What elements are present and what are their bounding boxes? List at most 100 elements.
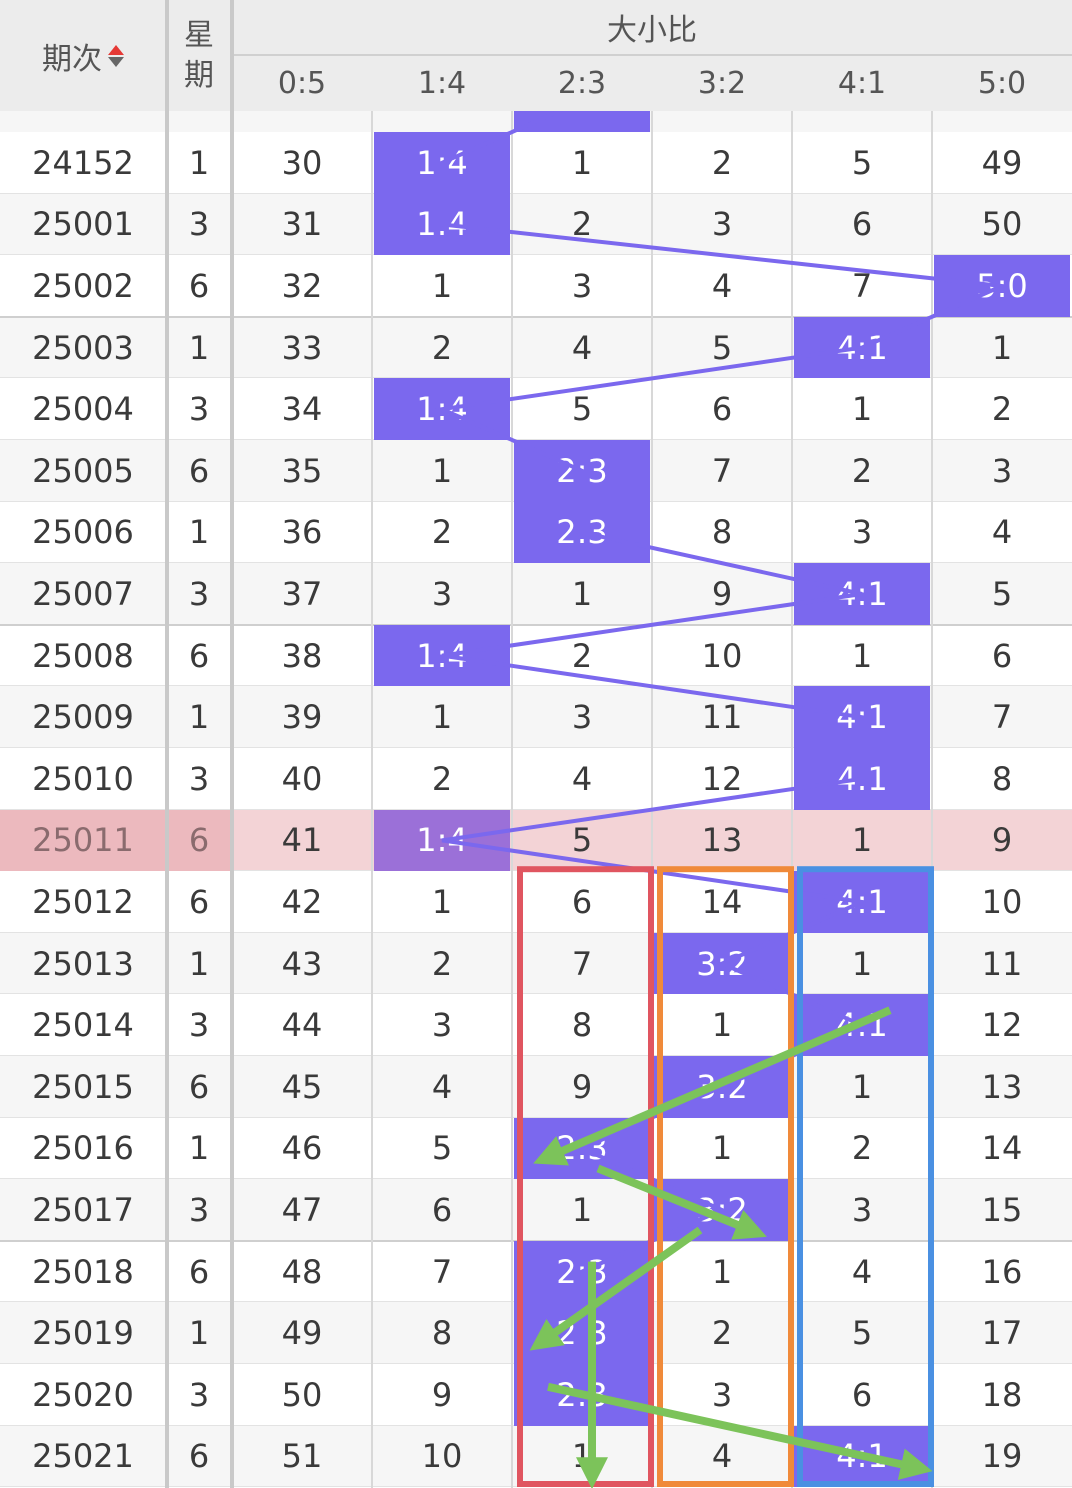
group-header: 大小比: [232, 0, 1072, 56]
sort-icon[interactable]: [108, 44, 124, 67]
section-divider: [230, 0, 234, 1488]
value-cell: 9: [431, 1375, 453, 1414]
hit-cell: 4:1: [794, 748, 930, 810]
value-cell: 3: [711, 205, 733, 244]
hit-cell: 2:3: [514, 501, 650, 564]
value-cell: 4: [431, 1067, 453, 1106]
weekday-cell: 3: [188, 1375, 210, 1414]
value-cell: 14: [981, 1129, 1023, 1168]
value-cell: 7: [431, 1252, 453, 1291]
value-cell: 6: [991, 636, 1013, 675]
weekday-header-line1: 星: [184, 17, 214, 53]
hit-cell: 2:3: [514, 1364, 650, 1426]
value-cell: 10: [421, 1437, 463, 1476]
group-header-label: 大小比: [607, 13, 697, 48]
col-header-1: 1:4: [372, 56, 512, 111]
value-cell: 13: [981, 1067, 1023, 1106]
hit-cell: 2:3: [514, 1302, 650, 1364]
value-cell: 2: [851, 1129, 873, 1168]
value-cell: 3: [431, 1006, 453, 1045]
col-header-label: 1:4: [417, 66, 467, 101]
value-cell: 3: [571, 266, 593, 305]
value-cell: 49: [981, 143, 1023, 182]
value-cell: 44: [281, 1006, 323, 1045]
period-cell: 25018: [32, 1252, 134, 1291]
weekday-cell: 6: [188, 266, 210, 305]
section-divider: [165, 0, 169, 1488]
value-cell: 4: [851, 1252, 873, 1291]
weekday-cell: 6: [188, 636, 210, 675]
weekday-header: 星 期: [166, 0, 232, 111]
value-cell: 1: [991, 328, 1013, 367]
value-cell: 31: [281, 205, 323, 244]
weekday-cell: 3: [188, 390, 210, 429]
value-cell: 8: [711, 513, 733, 552]
weekday-cell: 1: [188, 513, 210, 552]
weekday-cell: 6: [166, 809, 232, 872]
hit-cell: 1:4: [374, 809, 510, 872]
value-cell: 2: [991, 390, 1013, 429]
value-cell: 6: [851, 1375, 873, 1414]
hit-cell: 4:1: [794, 1425, 930, 1488]
value-cell: 4: [571, 759, 593, 798]
value-cell: 2: [571, 205, 593, 244]
value-cell: 35: [281, 451, 323, 490]
weekday-cell: 1: [188, 1314, 210, 1353]
value-cell: 42: [281, 882, 323, 921]
value-cell: 1: [431, 451, 453, 490]
value-cell: 5: [711, 328, 733, 367]
hit-cell: 3:2: [654, 1056, 790, 1118]
value-cell: 47: [281, 1190, 323, 1229]
value-cell: 36: [281, 513, 323, 552]
value-cell: 10: [981, 882, 1023, 921]
value-cell: 6: [431, 1190, 453, 1229]
value-cell: 5: [991, 574, 1013, 613]
col-header-label: 5:0: [977, 66, 1027, 101]
value-cell: 1: [431, 698, 453, 737]
period-cell: 25014: [32, 1006, 134, 1045]
value-cell: 9: [571, 1067, 593, 1106]
value-cell: 3: [851, 513, 873, 552]
value-cell: 5: [431, 1129, 453, 1168]
value-cell: 7: [991, 698, 1013, 737]
value-cell: 16: [981, 1252, 1023, 1291]
period-cell: 25002: [32, 266, 134, 305]
value-cell: 6: [571, 882, 593, 921]
value-cell: 46: [281, 1129, 323, 1168]
weekday-cell: 3: [188, 1190, 210, 1229]
period-cell: 25017: [32, 1190, 134, 1229]
period-cell: 25009: [32, 698, 134, 737]
value-cell: 45: [281, 1067, 323, 1106]
hit-cell: 4:1: [794, 994, 930, 1056]
value-cell: 1: [431, 266, 453, 305]
value-cell: 8: [571, 1006, 593, 1045]
period-cell: 25021: [32, 1437, 134, 1476]
weekday-header-line2: 期: [184, 57, 214, 93]
value-cell: 30: [281, 143, 323, 182]
col-header-2: 2:3: [512, 56, 652, 111]
period-cell: 24152: [32, 143, 134, 182]
hit-cell: 2:3: [514, 1117, 650, 1180]
value-cell: 3: [991, 451, 1013, 490]
value-cell: 1: [571, 1190, 593, 1229]
value-cell: 32: [281, 266, 323, 305]
value-cell: 19: [981, 1437, 1023, 1476]
period-header[interactable]: 期次: [0, 0, 166, 111]
weekday-cell: 1: [188, 328, 210, 367]
hit-cell: 3:2: [654, 932, 790, 995]
value-cell: 9: [711, 574, 733, 613]
period-cell: 25008: [32, 636, 134, 675]
hit-cell: 2:3: [514, 440, 650, 502]
period-cell: 25010: [32, 759, 134, 798]
value-cell: 2: [431, 328, 453, 367]
value-cell: 2: [711, 1314, 733, 1353]
value-cell: 1: [571, 143, 593, 182]
value-cell: 1: [711, 1252, 733, 1291]
weekday-cell: 6: [188, 1437, 210, 1476]
value-cell: 9: [991, 821, 1013, 860]
value-cell: 1: [711, 1129, 733, 1168]
value-cell: 8: [431, 1314, 453, 1353]
period-cell: 25015: [32, 1067, 134, 1106]
value-cell: 1: [851, 944, 873, 983]
value-cell: 4: [571, 328, 593, 367]
